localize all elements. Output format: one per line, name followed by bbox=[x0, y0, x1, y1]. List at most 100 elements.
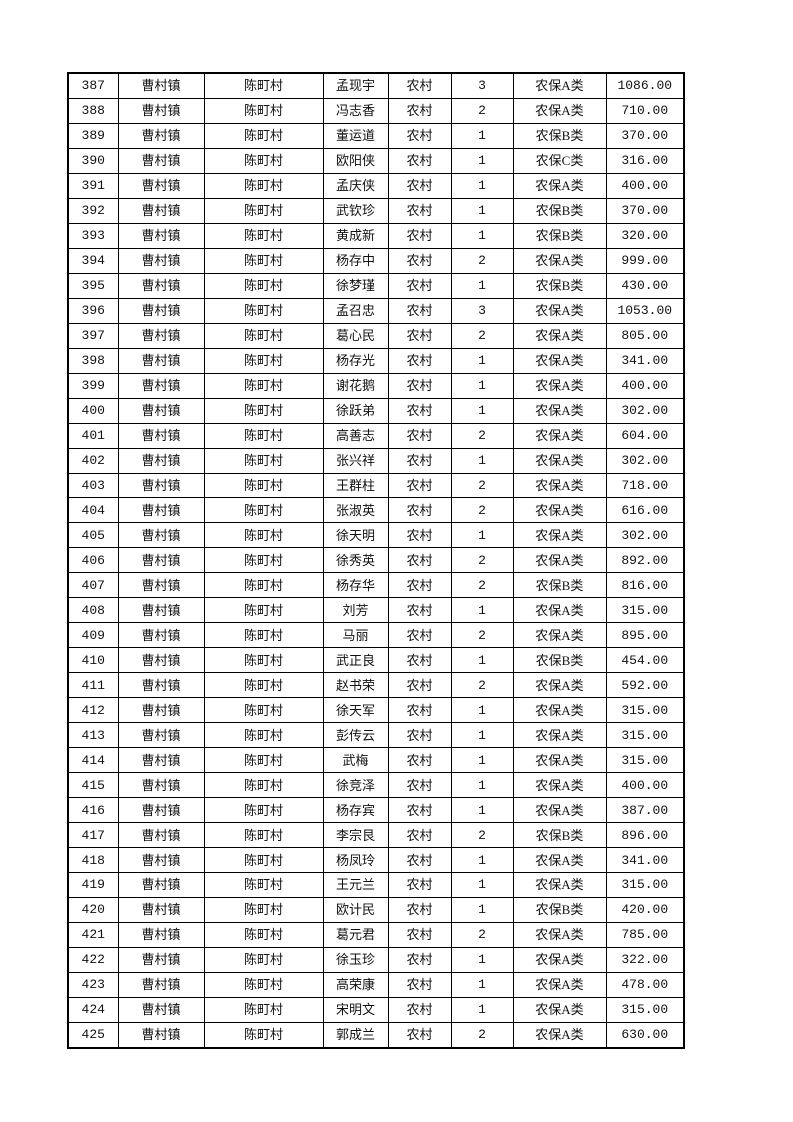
table-row: 390 曹村镇 陈町村 欧阳侠 农村 1 农保C类 316.00 bbox=[67, 147, 685, 174]
cell-insurance-category: 农保A类 bbox=[512, 372, 607, 399]
table-row: 412 曹村镇 陈町村 徐天军 农村 1 农保A类 315.00 bbox=[67, 697, 685, 724]
cell-village: 陈町村 bbox=[203, 946, 324, 973]
cell-row-number: 392 bbox=[67, 197, 119, 224]
cell-amount: 315.00 bbox=[605, 996, 685, 1023]
cell-insurance-category: 农保B类 bbox=[512, 822, 607, 849]
cell-household-type: 农村 bbox=[387, 822, 452, 849]
cell-household-type: 农村 bbox=[387, 447, 452, 474]
cell-insurance-category: 农保A类 bbox=[512, 971, 607, 998]
table-row: 417 曹村镇 陈町村 李宗艮 农村 2 农保B类 896.00 bbox=[67, 822, 685, 849]
cell-town: 曹村镇 bbox=[117, 971, 205, 998]
cell-household-type: 农村 bbox=[387, 647, 452, 674]
cell-row-number: 400 bbox=[67, 397, 119, 424]
cell-insurance-category: 农保A类 bbox=[512, 1021, 607, 1049]
cell-insurance-category: 农保C类 bbox=[512, 147, 607, 174]
cell-amount: 420.00 bbox=[605, 896, 685, 923]
cell-village: 陈町村 bbox=[203, 372, 324, 399]
table-row: 399 曹村镇 陈町村 谢花鹅 农村 1 农保A类 400.00 bbox=[67, 372, 685, 399]
cell-household-size: 1 bbox=[450, 847, 514, 873]
cell-name: 高善志 bbox=[322, 422, 389, 449]
cell-village: 陈町村 bbox=[203, 647, 324, 674]
cell-name: 徐玉珍 bbox=[322, 946, 389, 973]
cell-amount: 430.00 bbox=[605, 272, 685, 299]
cell-household-size: 1 bbox=[450, 946, 514, 973]
cell-name: 葛心民 bbox=[322, 322, 389, 349]
cell-village: 陈町村 bbox=[203, 896, 324, 923]
cell-row-number: 414 bbox=[67, 747, 119, 774]
cell-village: 陈町村 bbox=[203, 197, 324, 224]
cell-household-type: 农村 bbox=[387, 422, 452, 449]
cell-row-number: 406 bbox=[67, 547, 119, 574]
cell-insurance-category: 农保A类 bbox=[512, 172, 607, 199]
cell-town: 曹村镇 bbox=[117, 996, 205, 1023]
table-row: 392 曹村镇 陈町村 武钦珍 农村 1 农保B类 370.00 bbox=[67, 197, 685, 224]
cell-town: 曹村镇 bbox=[117, 297, 205, 324]
cell-town: 曹村镇 bbox=[117, 422, 205, 449]
cell-amount: 1053.00 bbox=[605, 297, 685, 324]
cell-household-type: 农村 bbox=[387, 247, 452, 274]
table-row: 398 曹村镇 陈町村 杨存光 农村 1 农保A类 341.00 bbox=[67, 347, 685, 374]
cell-town: 曹村镇 bbox=[117, 197, 205, 224]
cell-village: 陈町村 bbox=[203, 447, 324, 474]
table-row: 388 曹村镇 陈町村 冯志香 农村 2 农保A类 710.00 bbox=[67, 97, 685, 124]
cell-town: 曹村镇 bbox=[117, 147, 205, 174]
cell-household-type: 农村 bbox=[387, 971, 452, 998]
cell-household-type: 农村 bbox=[387, 172, 452, 199]
cell-household-size: 2 bbox=[450, 322, 514, 349]
cell-town: 曹村镇 bbox=[117, 247, 205, 274]
cell-village: 陈町村 bbox=[203, 322, 324, 349]
cell-amount: 341.00 bbox=[605, 847, 685, 873]
cell-town: 曹村镇 bbox=[117, 622, 205, 649]
cell-town: 曹村镇 bbox=[117, 921, 205, 948]
relief-roster-table: 387 曹村镇 陈町村 孟现宇 农村 3 农保A类 1086.00 388 曹村镇 陈町村 冯志香 农村… bbox=[67, 72, 685, 1049]
cell-insurance-category: 农保A类 bbox=[512, 872, 607, 898]
cell-household-type: 农村 bbox=[387, 472, 452, 499]
cell-household-type: 农村 bbox=[387, 797, 452, 824]
cell-village: 陈町村 bbox=[203, 147, 324, 174]
cell-household-size: 1 bbox=[450, 747, 514, 774]
cell-village: 陈町村 bbox=[203, 497, 324, 524]
cell-town: 曹村镇 bbox=[117, 946, 205, 973]
cell-household-type: 农村 bbox=[387, 397, 452, 424]
cell-row-number: 417 bbox=[67, 822, 119, 849]
cell-household-size: 2 bbox=[450, 497, 514, 524]
cell-household-size: 1 bbox=[450, 447, 514, 474]
cell-row-number: 422 bbox=[67, 946, 119, 973]
cell-town: 曹村镇 bbox=[117, 122, 205, 149]
cell-household-size: 2 bbox=[450, 247, 514, 274]
cell-village: 陈町村 bbox=[203, 622, 324, 649]
cell-name: 武钦珍 bbox=[322, 197, 389, 224]
cell-insurance-category: 农保A类 bbox=[512, 347, 607, 374]
cell-town: 曹村镇 bbox=[117, 172, 205, 199]
cell-household-size: 2 bbox=[450, 1021, 514, 1049]
cell-town: 曹村镇 bbox=[117, 222, 205, 249]
cell-amount: 630.00 bbox=[605, 1021, 685, 1049]
cell-row-number: 424 bbox=[67, 996, 119, 1023]
cell-village: 陈町村 bbox=[203, 272, 324, 299]
cell-name: 董运道 bbox=[322, 122, 389, 149]
table-row: 394 曹村镇 陈町村 杨存中 农村 2 农保A类 999.00 bbox=[67, 247, 685, 274]
cell-row-number: 401 bbox=[67, 422, 119, 449]
cell-town: 曹村镇 bbox=[117, 747, 205, 774]
cell-household-size: 2 bbox=[450, 422, 514, 449]
cell-village: 陈町村 bbox=[203, 422, 324, 449]
cell-household-type: 农村 bbox=[387, 372, 452, 399]
cell-household-type: 农村 bbox=[387, 946, 452, 973]
cell-village: 陈町村 bbox=[203, 847, 324, 873]
cell-village: 陈町村 bbox=[203, 996, 324, 1023]
cell-name: 张淑英 bbox=[322, 497, 389, 524]
cell-household-size: 1 bbox=[450, 272, 514, 299]
cell-row-number: 407 bbox=[67, 572, 119, 599]
cell-name: 孟庆侠 bbox=[322, 172, 389, 199]
cell-village: 陈町村 bbox=[203, 72, 324, 99]
cell-town: 曹村镇 bbox=[117, 547, 205, 574]
cell-insurance-category: 农保A类 bbox=[512, 697, 607, 724]
cell-town: 曹村镇 bbox=[117, 572, 205, 599]
cell-town: 曹村镇 bbox=[117, 347, 205, 374]
cell-row-number: 416 bbox=[67, 797, 119, 824]
cell-household-size: 2 bbox=[450, 97, 514, 124]
cell-town: 曹村镇 bbox=[117, 97, 205, 124]
cell-village: 陈町村 bbox=[203, 672, 324, 699]
cell-village: 陈町村 bbox=[203, 347, 324, 374]
table-row: 423 曹村镇 陈町村 高荣康 农村 1 农保A类 478.00 bbox=[67, 971, 685, 998]
